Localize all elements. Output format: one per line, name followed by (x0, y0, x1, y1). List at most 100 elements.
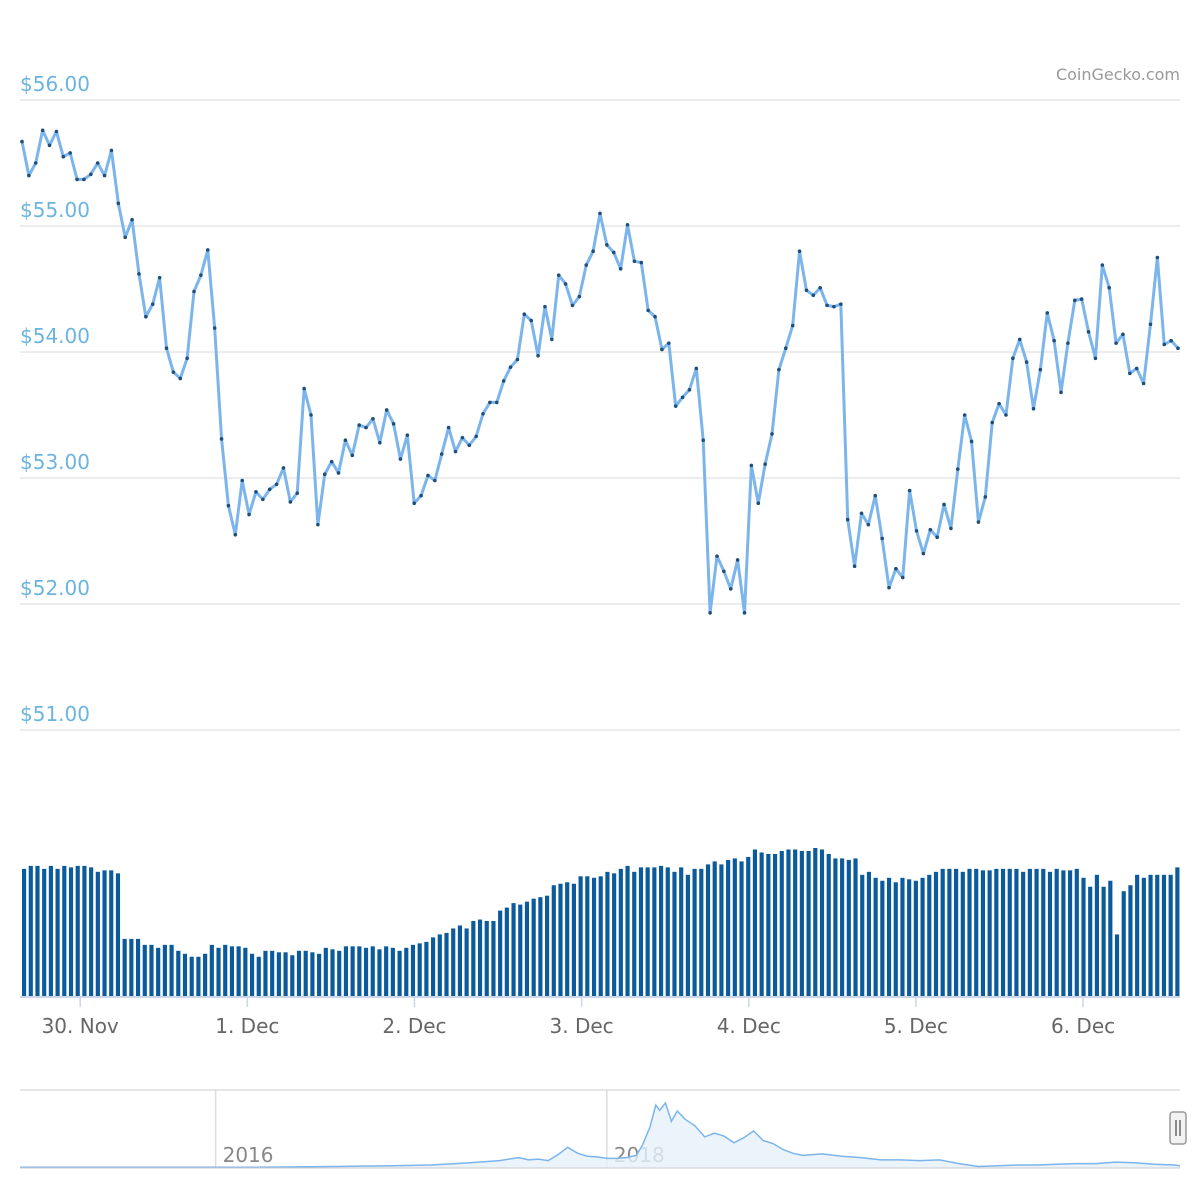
price-point[interactable] (123, 235, 128, 240)
price-point[interactable] (95, 161, 100, 165)
price-point[interactable] (845, 517, 850, 522)
price-point[interactable] (673, 404, 678, 408)
price-point[interactable] (921, 551, 926, 556)
price-point[interactable] (240, 478, 244, 483)
price-point[interactable] (61, 154, 66, 159)
price-point[interactable] (584, 263, 589, 267)
price-point[interactable] (859, 511, 864, 516)
price-point[interactable] (446, 425, 451, 430)
price-point[interactable] (804, 288, 809, 293)
price-point[interactable] (646, 308, 650, 313)
price-point[interactable] (1086, 330, 1091, 334)
price-point[interactable] (956, 467, 960, 471)
price-point[interactable] (522, 312, 527, 317)
price-point[interactable] (529, 318, 533, 323)
price-point[interactable] (790, 323, 795, 328)
price-point[interactable] (426, 473, 430, 478)
price-point[interactable] (412, 501, 417, 506)
price-point[interactable] (164, 346, 169, 351)
price-point[interactable] (639, 260, 644, 265)
price-point[interactable] (137, 272, 141, 276)
price-point[interactable] (254, 490, 258, 494)
price-point[interactable] (942, 502, 946, 507)
price-point[interactable] (460, 435, 465, 440)
price-point[interactable] (990, 420, 995, 425)
price-point[interactable] (770, 432, 774, 436)
price-point[interactable] (563, 282, 568, 286)
price-point[interactable] (247, 512, 251, 517)
price-point[interactable] (1176, 346, 1180, 351)
price-point[interactable] (605, 243, 609, 247)
price-point[interactable] (343, 438, 348, 443)
price-point[interactable] (694, 366, 699, 371)
price-point[interactable] (185, 356, 189, 361)
price-point[interactable] (797, 249, 802, 253)
price-point[interactable] (378, 440, 382, 445)
price-point[interactable] (47, 143, 52, 148)
price-point[interactable] (199, 273, 203, 277)
price-point[interactable] (261, 497, 265, 502)
price-point[interactable] (316, 522, 320, 527)
price-point[interactable] (556, 273, 561, 277)
price-point[interactable] (1100, 263, 1105, 267)
price-point[interactable] (212, 326, 217, 330)
price-point[interactable] (653, 314, 657, 319)
price-point[interactable] (281, 466, 286, 470)
price-point[interactable] (591, 249, 595, 253)
price-point[interactable] (192, 289, 196, 294)
price-point[interactable] (364, 425, 368, 430)
price-point[interactable] (997, 401, 1001, 406)
price-point[interactable] (763, 462, 767, 466)
price-point[interactable] (969, 439, 974, 444)
price-point[interactable] (735, 558, 740, 562)
price-point[interactable] (1072, 298, 1077, 303)
price-point[interactable] (907, 488, 912, 493)
price-point[interactable] (900, 575, 905, 580)
price-point[interactable] (371, 416, 375, 421)
price-point[interactable] (680, 395, 685, 400)
price-point[interactable] (701, 438, 706, 443)
price-point[interactable] (1121, 332, 1125, 337)
price-point[interactable] (1107, 285, 1111, 290)
price-point[interactable] (1004, 413, 1008, 417)
price-point[interactable] (295, 491, 300, 495)
price-point[interactable] (1162, 342, 1167, 347)
price-point[interactable] (976, 520, 981, 524)
price-point[interactable] (508, 365, 513, 369)
price-point[interactable] (708, 611, 712, 615)
price-point[interactable] (405, 433, 410, 437)
price-point[interactable] (20, 139, 24, 144)
price-point[interactable] (543, 304, 547, 309)
price-point[interactable] (488, 400, 492, 405)
navigator[interactable]: 20162018 (20, 1089, 1187, 1169)
price-point[interactable] (866, 522, 871, 527)
price-point[interactable] (1031, 406, 1036, 411)
price-point[interactable] (33, 161, 38, 165)
price-point[interactable] (536, 353, 540, 358)
price-point[interactable] (1114, 341, 1118, 345)
price-point[interactable] (962, 413, 967, 417)
price-point[interactable] (550, 337, 554, 342)
price-point[interactable] (102, 173, 107, 178)
price-point[interactable] (494, 400, 499, 405)
price-point[interactable] (226, 503, 231, 508)
price-point[interactable] (75, 177, 79, 182)
price-point[interactable] (467, 443, 472, 448)
price-point[interactable] (1059, 390, 1063, 395)
price-point[interactable] (1093, 356, 1098, 361)
price-point[interactable] (811, 293, 816, 298)
price-point[interactable] (1052, 338, 1056, 343)
price-point[interactable] (887, 585, 891, 590)
price-point[interactable] (1169, 338, 1173, 343)
price-point[interactable] (1011, 356, 1015, 361)
price-point[interactable] (419, 493, 423, 498)
price-point[interactable] (82, 177, 86, 182)
price-point[interactable] (398, 457, 403, 461)
credit-link[interactable]: CoinGecko.com (1056, 65, 1180, 84)
price-point[interactable] (233, 532, 238, 537)
price-point[interactable] (983, 495, 988, 499)
price-point[interactable] (144, 314, 148, 319)
price-point[interactable] (322, 472, 327, 477)
price-point[interactable] (150, 302, 155, 306)
price-line[interactable] (20, 128, 1180, 615)
